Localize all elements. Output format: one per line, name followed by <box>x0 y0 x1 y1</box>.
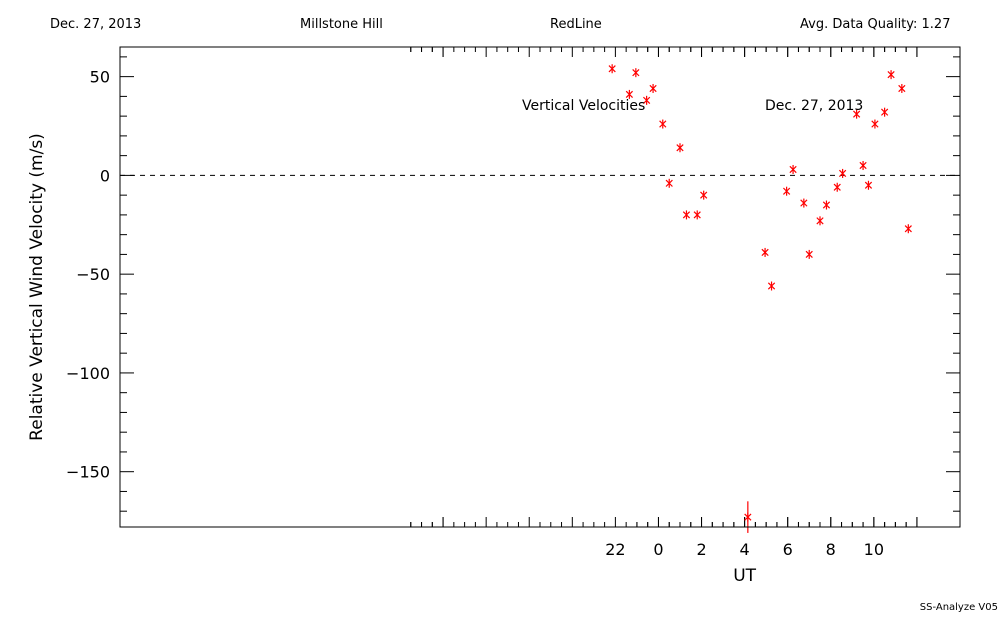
chart-title: Vertical Velocities <box>522 98 645 114</box>
data-point <box>744 501 752 533</box>
data-point <box>816 216 824 226</box>
y-tick-label: −100 <box>66 364 110 383</box>
data-point <box>859 161 867 171</box>
data-point <box>880 107 889 117</box>
marker-stroke <box>833 183 841 191</box>
marker-stroke <box>782 187 791 195</box>
marker-stroke <box>642 96 651 104</box>
marker-stroke <box>649 84 657 93</box>
data-point <box>800 198 808 208</box>
header-line: RedLine <box>550 17 602 32</box>
data-point <box>864 180 873 190</box>
marker-stroke <box>864 181 873 189</box>
x-tick-label: 6 <box>783 540 793 559</box>
data-point <box>665 178 673 188</box>
marker-stroke <box>852 110 861 118</box>
marker-stroke <box>632 69 640 77</box>
chart-annotation: Dec. 27, 2013 <box>765 98 863 114</box>
marker-stroke <box>838 169 847 178</box>
data-point <box>676 143 684 153</box>
data-point <box>904 224 912 234</box>
y-tick-label: −50 <box>76 265 110 284</box>
footer-version: SS-Analyze V05 <box>919 602 998 613</box>
data-point <box>608 64 616 74</box>
data-point <box>767 281 776 291</box>
data-point <box>700 190 708 200</box>
marker-stroke <box>871 120 879 128</box>
marker-stroke <box>789 165 797 174</box>
data-point <box>761 247 769 257</box>
marker-stroke <box>693 211 701 219</box>
data-point <box>782 186 791 196</box>
tick-layer: 22 0 2 4 6 8 10 50 0 −50 −100 −150 <box>66 47 960 559</box>
y-tick-label: −150 <box>66 463 110 482</box>
data-point <box>693 210 701 220</box>
data-point <box>625 89 634 99</box>
marker-stroke <box>800 199 808 207</box>
marker-stroke <box>887 71 895 79</box>
data-point <box>659 119 667 129</box>
data-point <box>632 68 640 78</box>
marker-stroke <box>767 282 776 290</box>
data-point <box>898 83 906 93</box>
marker-stroke <box>665 179 673 187</box>
data-point <box>833 182 841 192</box>
x-tick-label: 0 <box>653 540 663 559</box>
data-point <box>852 109 861 119</box>
plot-frame <box>119 46 961 528</box>
x-tick-label: 2 <box>696 540 706 559</box>
marker-stroke <box>625 90 634 99</box>
marker-stroke <box>904 225 912 233</box>
marker-stroke <box>608 65 616 73</box>
x-tick-label: 22 <box>605 540 625 559</box>
y-tick-label: 0 <box>100 166 110 185</box>
data-point <box>822 200 831 210</box>
header-quality: Avg. Data Quality: 1.27 <box>800 17 951 32</box>
data-point <box>682 210 691 220</box>
marker-stroke <box>700 191 708 199</box>
marker-stroke <box>822 201 831 209</box>
marker-stroke <box>880 108 889 116</box>
marker-layer <box>608 64 912 533</box>
x-tick-label: 10 <box>864 540 884 559</box>
y-tick-label: 50 <box>90 68 110 87</box>
y-axis-label: Relative Vertical Wind Velocity (m/s) <box>27 133 47 441</box>
header-date: Dec. 27, 2013 <box>50 17 142 32</box>
x-axis-label: UT <box>733 566 756 586</box>
marker-stroke <box>761 248 769 257</box>
data-point <box>887 70 895 80</box>
marker-stroke <box>659 120 667 128</box>
data-point <box>805 249 813 259</box>
data-point <box>642 95 651 105</box>
marker-stroke <box>816 217 824 225</box>
x-tick-label: 4 <box>740 540 750 559</box>
marker-stroke <box>805 250 813 259</box>
marker-stroke <box>676 144 684 152</box>
x-tick-label: 8 <box>826 540 836 559</box>
data-point <box>838 168 847 178</box>
marker-stroke <box>898 84 906 93</box>
data-point <box>871 119 879 129</box>
data-point <box>649 83 657 93</box>
marker-stroke <box>859 161 867 170</box>
marker-stroke <box>682 211 691 219</box>
data-point <box>789 164 797 174</box>
header-station: Millstone Hill <box>300 17 383 32</box>
